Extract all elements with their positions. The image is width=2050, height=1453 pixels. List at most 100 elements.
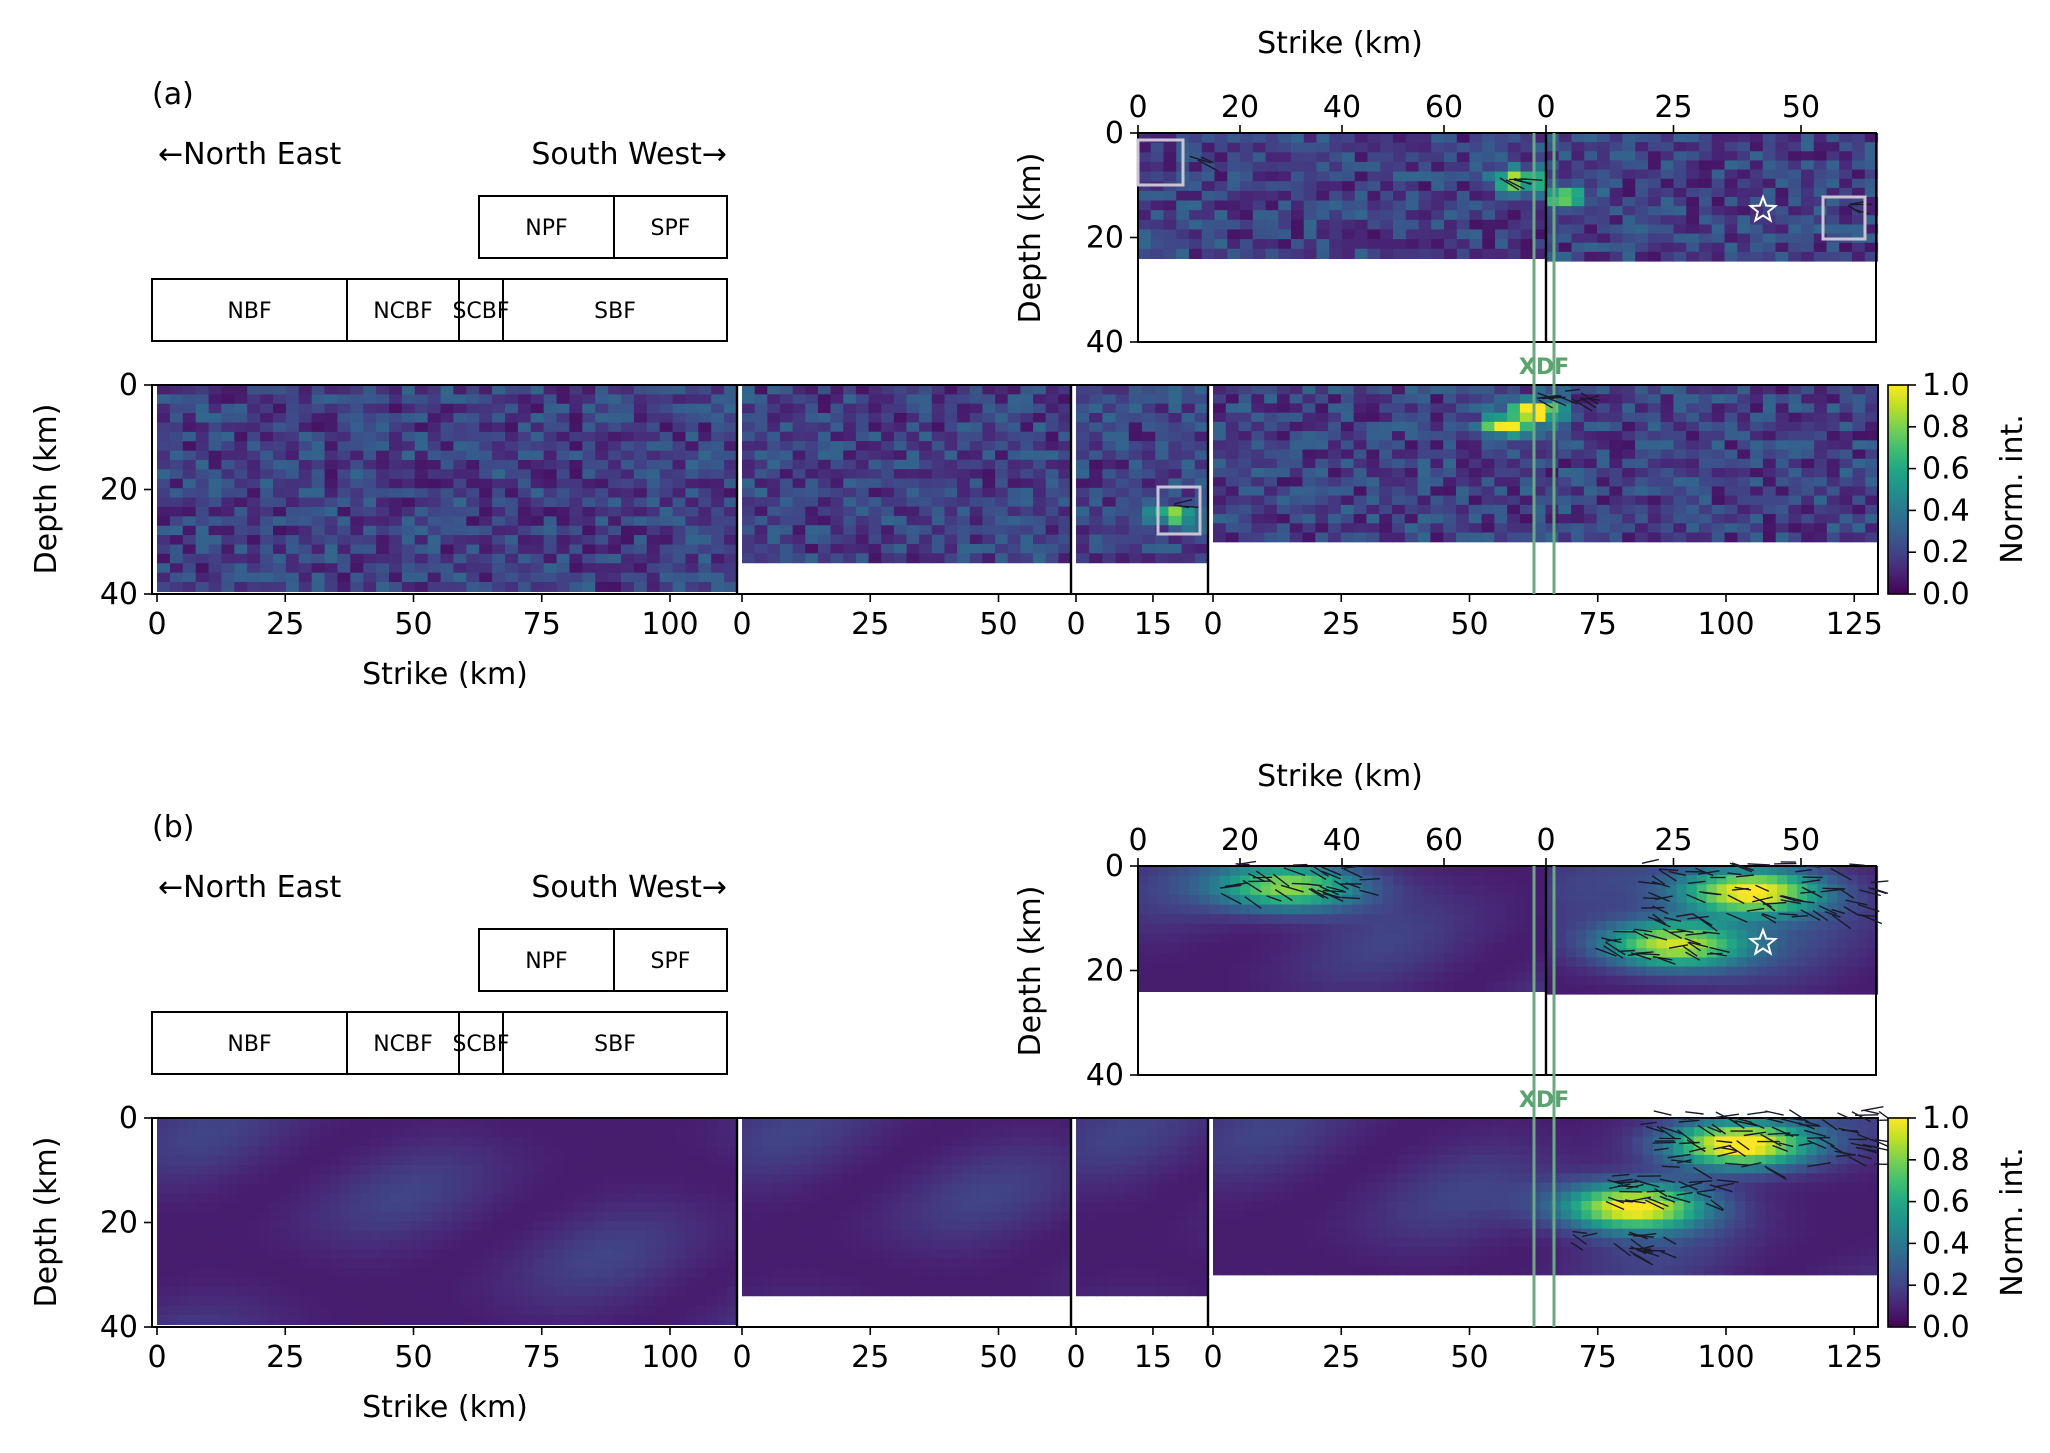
- heat-cell: [659, 413, 674, 424]
- heat-cell: [1342, 239, 1356, 250]
- heat-cell: [1213, 385, 1227, 395]
- heat-cell: [543, 516, 558, 527]
- heat-cell: [1726, 884, 1738, 895]
- heat-cell: [1315, 486, 1329, 497]
- heat-cell: [1331, 866, 1343, 877]
- heat-cell: [1686, 532, 1700, 543]
- heat-cell: [337, 460, 351, 471]
- heat-cell: [1199, 981, 1210, 992]
- heat-cell: [1252, 219, 1267, 231]
- heat-cell: [1303, 210, 1318, 221]
- heat-cell: [1303, 200, 1318, 211]
- heat-cell: [1737, 421, 1751, 432]
- heat-cell: [1775, 242, 1789, 253]
- heat-cell: [1839, 523, 1854, 534]
- heat-cell: [1546, 966, 1557, 977]
- heat-cell: [376, 478, 390, 489]
- heat-cell: [595, 535, 609, 546]
- heat-cell: [1494, 532, 1508, 543]
- heat-cell: [969, 469, 984, 480]
- heat-cell: [1807, 875, 1818, 885]
- heat-cell: [1576, 920, 1587, 931]
- heat-cell: [724, 422, 738, 433]
- x-tick-label: 25: [851, 607, 889, 642]
- heat-cell: [1176, 210, 1190, 221]
- heat-cell: [1403, 885, 1414, 896]
- heat-cell: [944, 487, 958, 498]
- heat-cell: [1750, 523, 1764, 534]
- heat-cell: [1711, 394, 1726, 405]
- heat-cell: [1352, 875, 1363, 886]
- heat-cell: [1676, 930, 1688, 940]
- heat-cell: [1045, 497, 1059, 508]
- heat-cell: [1762, 169, 1777, 180]
- heat-cell: [594, 1155, 606, 1166]
- heat-cell: [742, 441, 756, 452]
- heat-cell: [1189, 171, 1203, 182]
- heat-cell: [944, 478, 958, 489]
- heat-cell: [1867, 930, 1879, 940]
- heat-cell: [1807, 957, 1818, 968]
- heat-cell: [1606, 975, 1617, 986]
- heat-cell: [1194, 525, 1209, 536]
- heat-cell: [1181, 403, 1196, 414]
- heat-cell: [299, 1118, 311, 1128]
- heat-cell: [881, 431, 895, 442]
- heat-cell: [1750, 486, 1764, 497]
- heat-cell: [1464, 885, 1476, 896]
- heat-cell: [698, 535, 712, 546]
- heat-cell: [1291, 943, 1302, 954]
- heat-cell: [665, 1118, 677, 1128]
- heat-cell: [665, 1146, 677, 1157]
- heat-cell: [187, 1118, 199, 1128]
- heat-cell: [1647, 477, 1662, 488]
- heat-cell: [633, 506, 648, 517]
- heat-cell: [855, 469, 870, 480]
- heat-cell: [1213, 495, 1227, 506]
- heat-cell: [492, 385, 506, 395]
- heat-cell: [1138, 904, 1149, 915]
- heat-cell: [1058, 450, 1072, 461]
- heat-cell: [234, 544, 248, 555]
- heat-cell: [1302, 532, 1316, 543]
- heat-cell: [1777, 902, 1788, 913]
- heat-cell: [1033, 450, 1047, 461]
- heat-cell: [1454, 866, 1465, 877]
- heat-cell: [466, 497, 480, 508]
- heat-cell: [1545, 532, 1559, 543]
- heat-cell: [1762, 449, 1777, 460]
- heat-cell: [207, 1127, 219, 1138]
- heat-cell: [672, 385, 687, 395]
- heat-cell: [1750, 495, 1764, 506]
- heat-cell: [1102, 506, 1117, 517]
- heat-cell: [1328, 403, 1342, 414]
- heat-cell: [1520, 248, 1534, 259]
- heat-cell: [1535, 923, 1547, 935]
- heat-cell: [1756, 866, 1768, 876]
- heat-cell: [1647, 385, 1662, 395]
- heat-cell: [1392, 458, 1406, 469]
- heat-cell: [268, 1136, 280, 1147]
- heat-cell: [1033, 506, 1047, 517]
- y-tick-label: 0: [1105, 116, 1124, 151]
- heat-cell: [337, 553, 351, 564]
- heat-cell: [1058, 431, 1072, 442]
- heat-cell: [779, 394, 794, 405]
- heat-cell: [1533, 190, 1547, 202]
- heat-cell: [805, 422, 819, 433]
- heat-cell: [1711, 251, 1726, 262]
- heat-cell: [1676, 875, 1688, 885]
- heat-cell: [919, 469, 933, 480]
- top-x-axis-label: Strike (km): [1257, 759, 1423, 794]
- heat-cell: [1417, 440, 1432, 451]
- heat-cell: [1342, 875, 1353, 886]
- heat-cell: [1238, 523, 1252, 534]
- heat-cell: [1586, 957, 1597, 968]
- heat-cell: [696, 1174, 708, 1185]
- heat-cell: [817, 534, 832, 545]
- heat-cell: [1138, 894, 1149, 906]
- heat-cell: [830, 478, 844, 489]
- heat-cell: [157, 544, 171, 555]
- heat-cell: [584, 1127, 596, 1138]
- heat-cell: [1199, 885, 1210, 896]
